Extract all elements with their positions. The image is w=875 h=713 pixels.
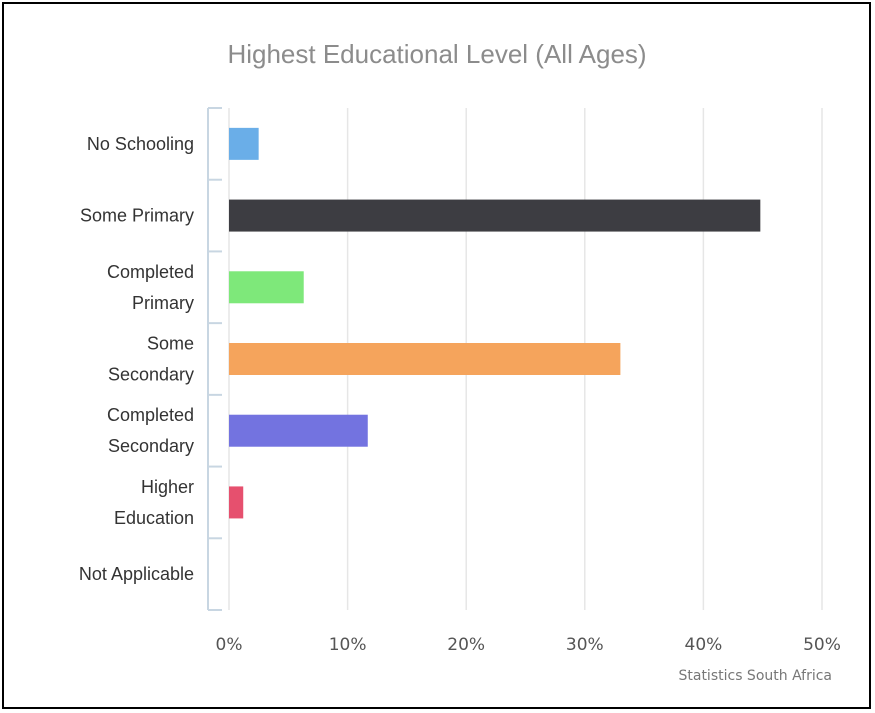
y-axis (207, 107, 222, 611)
x-tick-label-5: 50% (803, 635, 841, 655)
category-label-4: Completed Secondary (107, 405, 194, 456)
chart-title: Highest Educational Level (All Ages) (227, 39, 646, 69)
bar-3 (229, 343, 621, 375)
category-labels: No Schooling Some Primary Completed Primary… (79, 134, 194, 584)
x-tick-label-4: 40% (685, 635, 723, 655)
x-tick-labels: 0% 10% 20% 30% 40% 50% (216, 635, 841, 655)
x-tick-label-3: 30% (566, 635, 604, 655)
bar-0 (229, 127, 259, 160)
x-tick-label-0: 0% (216, 635, 243, 655)
bar-5 (229, 486, 244, 519)
category-label-1: Some Primary (80, 206, 194, 226)
gridlines (228, 108, 823, 610)
category-label-2: Completed Primary (107, 262, 194, 313)
category-label-5: Higher Education (114, 477, 194, 528)
source-note: Statistics South Africa (678, 668, 832, 684)
category-label-3: Some Secondary (108, 334, 194, 385)
x-tick-label-2: 20% (447, 635, 485, 655)
bar-4 (229, 414, 368, 447)
category-label-6: Not Applicable (79, 564, 194, 584)
category-label-0: No Schooling (87, 134, 194, 154)
bar-1 (229, 199, 761, 232)
x-tick-label-1: 10% (329, 635, 367, 655)
bars (229, 127, 761, 519)
bar-2 (229, 271, 304, 304)
